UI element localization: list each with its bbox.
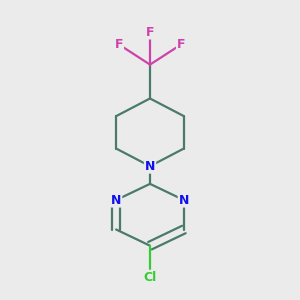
- Text: N: N: [111, 194, 121, 207]
- Text: F: F: [177, 38, 185, 51]
- Text: Cl: Cl: [143, 271, 157, 284]
- Text: N: N: [179, 194, 189, 207]
- Text: N: N: [145, 160, 155, 173]
- Text: F: F: [115, 38, 123, 51]
- Text: F: F: [146, 26, 154, 39]
